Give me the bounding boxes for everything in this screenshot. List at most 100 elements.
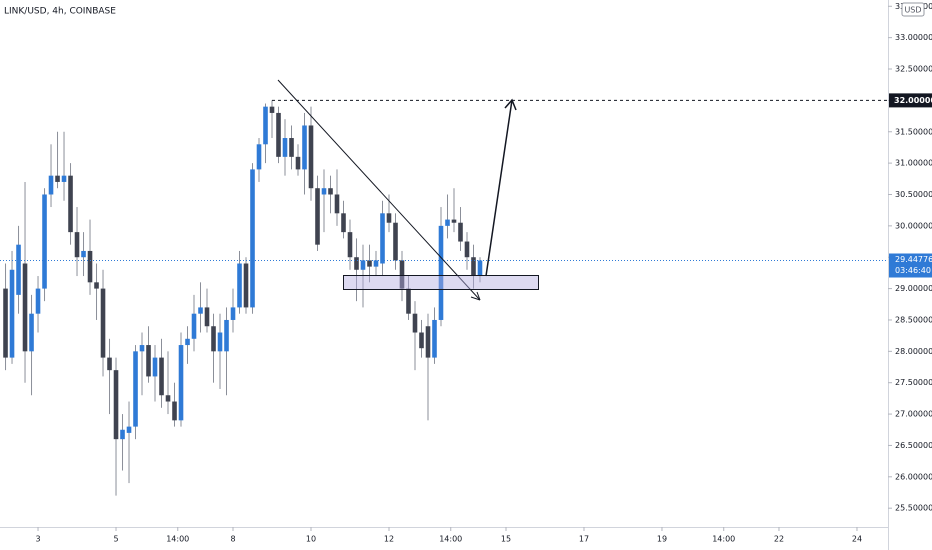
candle-body — [237, 263, 242, 308]
x-tick-label: 15 — [501, 535, 511, 544]
candle-body — [243, 263, 249, 308]
candle-body — [406, 288, 411, 314]
candle-body — [315, 188, 320, 245]
candle-body — [250, 169, 255, 308]
candle-body — [178, 345, 184, 421]
candle-body — [471, 257, 476, 277]
candle-body — [230, 307, 236, 320]
y-tick-label: 31.00000 — [895, 159, 932, 168]
candle-body — [133, 351, 138, 427]
candle-body — [211, 326, 216, 352]
x-tick-label: 22 — [774, 535, 784, 544]
candle-body — [204, 307, 210, 327]
candle-body — [308, 125, 314, 189]
candle-body — [68, 175, 73, 233]
candle-body — [269, 106, 275, 113]
candle-body — [341, 213, 346, 233]
candle-body — [139, 345, 145, 352]
x-tick-label: 14:00 — [439, 535, 462, 544]
x-tick-label: 10 — [306, 535, 316, 544]
y-tick-label: 27.50000 — [895, 378, 932, 387]
last-price-label: 29.44776 — [895, 255, 932, 264]
candle-body — [191, 313, 197, 339]
chart-title: LINK/USD, 4h, COINBASE — [4, 7, 116, 17]
x-tick-label: 17 — [579, 535, 589, 544]
candle-body — [172, 401, 177, 421]
candle-body — [165, 395, 171, 402]
candle-body — [22, 263, 28, 352]
candle-body — [126, 426, 132, 433]
candle-body — [198, 307, 203, 314]
candle-body — [113, 370, 119, 440]
projection-line — [485, 99, 513, 277]
candle-body — [35, 288, 41, 314]
candle-body — [263, 106, 268, 145]
trend-line — [277, 79, 481, 301]
x-tick-label: 14:00 — [712, 535, 735, 544]
x-tick-label: 24 — [852, 535, 862, 544]
candle-body — [74, 232, 80, 258]
candle-body — [334, 194, 340, 214]
y-tick-label: 33.00000 — [895, 33, 932, 42]
y-tick-label: 32.50000 — [895, 65, 932, 74]
candle-body — [81, 250, 86, 258]
candle-body — [224, 319, 229, 352]
candle-body — [3, 288, 8, 358]
candle-body — [100, 288, 106, 358]
candle-body — [458, 222, 463, 242]
candle-body — [289, 138, 294, 157]
candle-body — [451, 219, 457, 223]
candle-body — [159, 357, 164, 396]
candle-body — [477, 260, 483, 277]
candle-body — [438, 225, 444, 320]
x-tick-label: 14:00 — [166, 535, 189, 544]
level-badge — [889, 93, 932, 108]
drawings — [277, 79, 539, 301]
candle-body — [432, 319, 437, 358]
y-tick-label: 25.50000 — [895, 504, 932, 513]
candle-body — [380, 213, 385, 264]
trend-arrowhead — [470, 291, 481, 301]
level-label: 32.00000 — [894, 96, 932, 105]
candle-body — [9, 269, 15, 358]
candles — [3, 100, 483, 496]
candle-body — [152, 357, 158, 377]
candle-body — [445, 219, 450, 226]
zone-box — [343, 275, 539, 290]
candle-body — [373, 260, 379, 267]
currency-badge[interactable] — [901, 2, 925, 17]
candle-body — [48, 175, 54, 195]
x-tick-label: 8 — [230, 535, 235, 544]
candle-body — [360, 260, 366, 270]
x-tick-label: 5 — [113, 535, 118, 544]
candle-body — [295, 156, 301, 170]
candle-body — [61, 175, 67, 182]
candle-body — [217, 332, 223, 352]
y-tick-label: 29.00000 — [895, 284, 932, 293]
candle-body — [321, 188, 327, 195]
ticks: 25.50000 26.00000 26.50000 27.00000 27.50000… — [35, 2, 932, 544]
x-tick-label: 12 — [384, 535, 394, 544]
candle-body — [412, 313, 418, 333]
candle-body — [16, 244, 21, 295]
y-tick-label: 28.00000 — [895, 347, 932, 356]
candle-body — [354, 257, 359, 270]
candle-body — [347, 232, 353, 258]
y-tick-label: 31.50000 — [895, 127, 932, 136]
candle-body — [367, 260, 372, 267]
candle-body — [146, 345, 151, 377]
candle-body — [464, 241, 470, 258]
candle-body — [29, 313, 34, 352]
y-tick-label: 27.00000 — [895, 410, 932, 419]
candle-body — [42, 194, 47, 289]
candle-body — [328, 188, 333, 195]
candle-body — [120, 429, 125, 440]
candle-body — [386, 213, 392, 223]
candle-body — [55, 175, 60, 182]
y-tick-label: 30.00000 — [895, 221, 932, 230]
y-tick-label: 30.50000 — [895, 190, 932, 199]
x-tick-label: 19 — [657, 535, 667, 544]
last-price-badge — [889, 253, 932, 278]
